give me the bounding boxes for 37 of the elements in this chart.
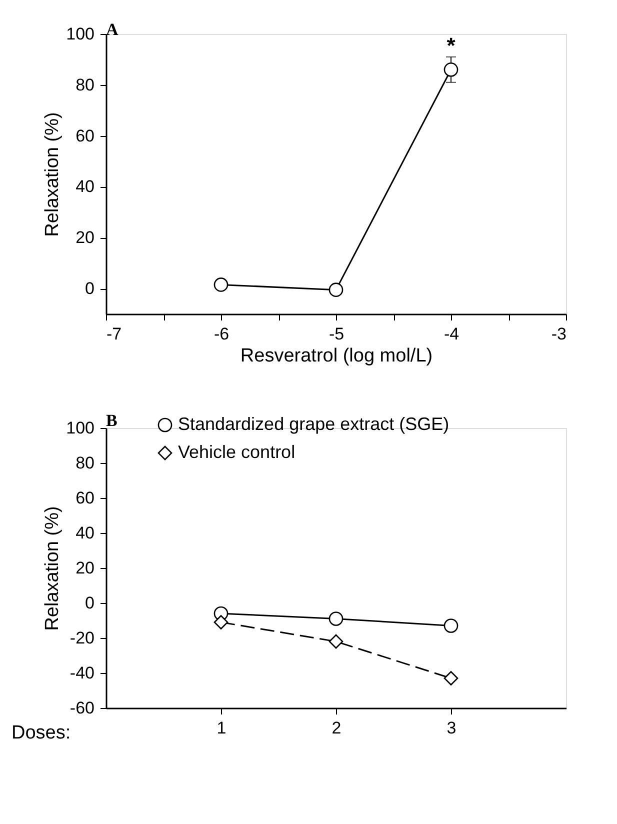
x-tick-label: -6 bbox=[214, 324, 230, 344]
x-tick-label: -3 bbox=[551, 324, 566, 344]
y-tick-label: 80 bbox=[76, 454, 94, 472]
point bbox=[328, 612, 344, 626]
point bbox=[444, 671, 458, 686]
x-tick-label: -5 bbox=[328, 324, 344, 344]
chart-title: A bbox=[106, 20, 119, 39]
x-axis-title: Doses: bbox=[12, 722, 71, 744]
x-tick-label: 3 bbox=[446, 718, 456, 738]
y-tick-label: -40 bbox=[70, 664, 94, 682]
y-axis-title: Relaxation (%) bbox=[42, 112, 64, 237]
legend-label: Vehicle control bbox=[178, 442, 296, 462]
y-tick-label: 20 bbox=[76, 228, 94, 248]
x-tick-label: -4 bbox=[444, 324, 460, 344]
annotation: * bbox=[446, 33, 456, 58]
x-tick-label: -7 bbox=[106, 324, 122, 344]
y-tick-label: 100 bbox=[66, 24, 94, 44]
y-tick-label: 20 bbox=[76, 558, 94, 578]
y-tick-label: 60 bbox=[76, 126, 94, 146]
y-tick-label: 60 bbox=[76, 488, 94, 508]
y-axis-title: Relaxation (%) bbox=[42, 506, 64, 631]
point bbox=[328, 634, 344, 649]
point bbox=[214, 615, 228, 630]
y-tick-label: 0 bbox=[85, 594, 94, 612]
y-tick-label: 100 bbox=[66, 418, 94, 438]
y-tick-label: -60 bbox=[70, 698, 94, 718]
x-axis-title: Resveratrol (log mol/L) bbox=[240, 346, 433, 366]
y-tick-label: 40 bbox=[76, 524, 94, 542]
legend-label: Standardized grape extract (SGE) bbox=[178, 414, 450, 434]
y-tick-label: -20 bbox=[70, 628, 94, 648]
x-tick-label: 1 bbox=[216, 718, 226, 738]
y-tick-label: 80 bbox=[76, 75, 94, 94]
x-tick-label: 2 bbox=[332, 718, 342, 738]
y-tick-label: 0 bbox=[85, 279, 94, 298]
chart-title: B bbox=[106, 411, 118, 430]
point bbox=[444, 618, 458, 633]
y-tick-label: 40 bbox=[76, 177, 94, 196]
